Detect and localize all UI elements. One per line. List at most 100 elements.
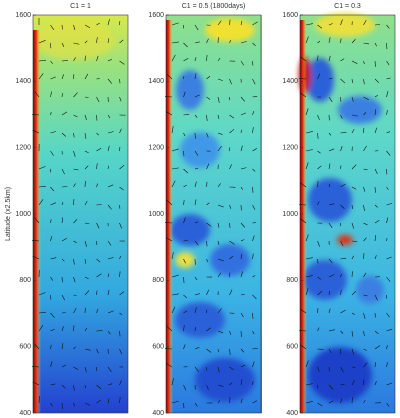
arrow [194,73,197,80]
arrow [240,186,243,190]
y-axis-label: Latitude (x2.5km) [5,187,12,241]
arrow [374,60,376,67]
arrow [206,240,208,247]
arrow [119,291,125,296]
arrow [363,312,366,319]
arrow [363,60,365,65]
arrow [328,274,335,278]
arrow [340,240,344,247]
arrow [374,255,377,260]
arrow [84,165,89,170]
arrow [73,346,77,350]
arrow [119,60,125,65]
arrow [50,202,57,206]
arrow [252,96,258,98]
arrow [300,308,307,314]
arrow [164,222,173,224]
arrow [96,399,101,404]
arrow [73,132,75,138]
arrow [206,327,211,332]
arrow [73,294,77,296]
arrow [305,149,313,152]
arrow [96,22,100,26]
arrow [217,400,221,404]
arrow [119,380,122,386]
arrow [61,237,68,242]
arrow [351,204,353,210]
arrow [96,147,102,152]
y-tick-label: 1200 [148,145,164,152]
arrow [252,110,255,116]
arrow [183,325,185,332]
arrow [194,24,199,31]
arrow [363,42,370,45]
arrow [328,222,333,229]
arrow [252,42,256,47]
panel-1-field [33,15,128,413]
arrow [84,40,88,44]
arrow [217,204,224,208]
y-tick-label: 1400 [15,78,31,85]
arrow [38,199,44,206]
arrow [183,57,189,62]
arrow [50,328,55,332]
arrow [96,384,102,390]
arrow [73,114,78,118]
arrow [217,240,220,245]
arrow [374,109,377,116]
arrow [252,253,254,260]
arrow [73,24,76,30]
arrow [363,204,365,211]
arrow [73,240,77,243]
arrow [165,237,173,242]
arrow [351,222,355,229]
arrow [340,132,347,134]
arrow [183,132,186,137]
arrow [317,240,320,247]
arrow [317,150,321,154]
arrow [252,275,256,278]
arrow [374,381,377,386]
arrow [165,111,173,116]
arrow [38,59,46,62]
arrow [34,91,40,98]
arrow [217,132,223,135]
panel-title: C1 = 1 [70,3,91,10]
arrow [386,203,393,206]
arrow [171,22,179,26]
arrow [73,402,75,407]
arrow [73,168,79,171]
arrow [305,288,309,296]
arrow [206,289,209,296]
arrow [183,294,188,299]
arrow [50,76,56,80]
arrow [206,75,211,80]
arrow [119,128,122,134]
arrow [73,219,78,224]
arrow [61,364,66,368]
arrow [240,253,243,260]
arrow [340,38,342,44]
arrow [107,366,112,373]
arrow [386,186,389,190]
arrow [305,383,313,386]
arrow [252,168,256,172]
arrow [217,20,222,26]
arrow [363,78,365,85]
arrow [351,240,358,243]
arrow [217,183,221,188]
arrow [363,330,365,337]
arrow [206,258,208,263]
arrow [107,78,113,84]
arrow [61,326,64,332]
arrow [84,222,90,225]
arrow [119,397,121,404]
arrow [166,326,173,332]
arrow [206,181,208,188]
arrow [73,307,77,314]
arrow [34,343,40,350]
arrow [194,293,200,296]
arrow [317,201,320,206]
arrow [328,384,334,390]
arrow [229,330,232,335]
